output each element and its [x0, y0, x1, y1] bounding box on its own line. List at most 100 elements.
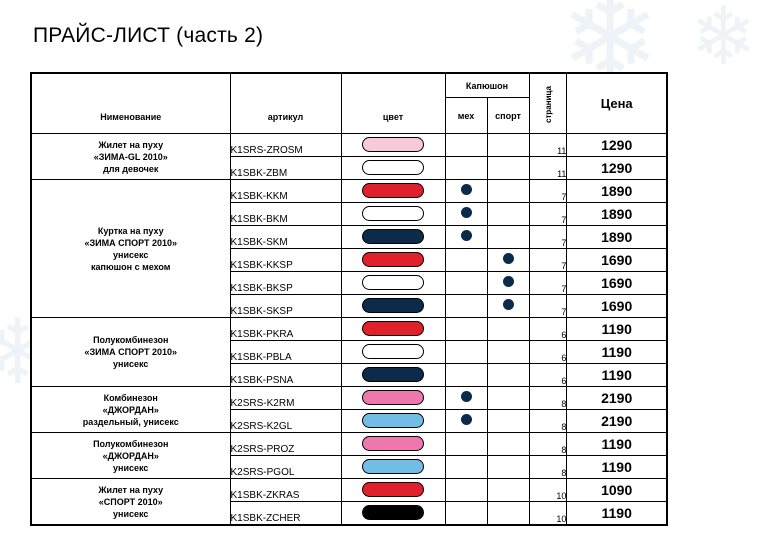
table-row: K1SBK-ZBM 11 1290 — [31, 156, 668, 180]
product-name-line: раздельный, унисекс — [82, 416, 179, 427]
page-cell: 8 — [528, 409, 568, 433]
fur-hood-cell — [444, 271, 488, 295]
sport-hood-cell — [486, 432, 530, 456]
color-swatch — [362, 436, 424, 452]
product-name-line: унисекс — [113, 359, 149, 369]
page-cell: 7 — [528, 179, 568, 203]
product-name-line: «СПОРТ 2010» — [98, 496, 163, 507]
fur-hood-cell — [444, 455, 488, 479]
fur-hood-cell — [444, 409, 488, 433]
color-swatch — [362, 206, 424, 222]
article-cell: K1SBK-ZCHER — [229, 501, 342, 526]
price-cell: 1690 — [566, 294, 668, 318]
product-name-line: «ДЖОРДАН» — [102, 404, 159, 415]
sport-hood-cell — [486, 340, 530, 364]
color-cell — [340, 501, 446, 526]
table-row: K1SBK-KKSP 7 1690 — [31, 248, 668, 272]
color-cell — [340, 133, 446, 157]
fur-hood-cell — [444, 225, 488, 249]
fur-hood-cell — [444, 133, 488, 157]
price-cell: 1190 — [566, 432, 668, 456]
table-row: Жилет на пуху «СПОРТ 2010» унисекс K1SBK-ZK… — [30, 478, 668, 526]
color-swatch — [362, 137, 424, 153]
fur-hood-cell — [444, 156, 488, 180]
article-cell: K2SRS-K2GL — [229, 409, 342, 433]
page-title: ПРАЙС-ЛИСТ (часть 2) — [33, 24, 264, 47]
price-cell: 1090 — [566, 478, 668, 502]
product-name-line: Жилет на пуху — [98, 139, 164, 150]
page-cell: 11 — [528, 156, 568, 180]
sport-hood-cell — [486, 179, 530, 203]
price-cell: 1690 — [566, 248, 668, 272]
article-cell: K1SBK-SKSP — [229, 294, 342, 318]
header-color: цвет — [340, 72, 446, 134]
product-name-line: Полукомбинезон — [93, 335, 169, 345]
article-cell: K1SBK-ZKRAS — [229, 478, 342, 502]
color-swatch — [362, 367, 424, 383]
table-row: Полукомбинезон «ДЖОРДАН» унисекс K2SRS-PROZ… — [30, 432, 668, 479]
color-swatch — [362, 505, 424, 521]
article-cell: K1SBK-BKM — [229, 202, 342, 226]
page-cell: 7 — [528, 248, 568, 272]
fur-hood-cell — [444, 179, 488, 203]
table-row: K1SBK-BKM 7 1890 — [31, 202, 668, 226]
fur-hood-cell — [444, 202, 488, 226]
product-name: Куртка на пуху «ЗИМА СПОРТ 2010» унисекс ка… — [30, 179, 231, 318]
dot-marker-icon — [460, 391, 472, 402]
product-name-line: унисекс — [113, 462, 149, 473]
color-cell — [340, 179, 446, 203]
sport-hood-cell — [486, 455, 530, 479]
color-cell — [340, 225, 446, 249]
color-cell — [340, 317, 446, 341]
sport-hood-cell — [486, 409, 530, 433]
dot-marker-icon — [460, 207, 472, 218]
table-row: Жилет на пуху «ЗИМА-GL 2010» для девочек K1… — [30, 133, 668, 180]
sport-hood-cell — [486, 271, 530, 295]
page-cell: 8 — [528, 386, 568, 410]
color-cell — [340, 363, 446, 387]
header-price: Цена — [566, 72, 668, 134]
fur-hood-cell — [444, 363, 488, 387]
price-cell: 1890 — [566, 202, 668, 226]
table-row: Куртка на пуху «ЗИМА СПОРТ 2010» унисекс ка… — [30, 179, 668, 318]
page-cell: 6 — [528, 363, 568, 387]
article-cell: K1SBK-SKM — [229, 225, 342, 249]
table-row: K2SRS-K2GL 8 2190 — [31, 409, 668, 433]
product-name: Комбинезон «ДЖОРДАН» раздельный, унисекс — [30, 386, 231, 433]
color-cell — [340, 455, 446, 479]
color-cell — [340, 271, 446, 295]
table-row: Комбинезон «ДЖОРДАН» раздельный, унисекс K2… — [30, 386, 668, 433]
price-cell: 2190 — [566, 409, 668, 433]
dot-marker-icon — [502, 253, 514, 264]
sport-hood-cell — [486, 363, 530, 387]
header-sport: спорт — [486, 97, 530, 134]
table-row: K1SBK-ZCHER 10 1190 — [31, 501, 668, 526]
sport-hood-cell — [486, 386, 530, 410]
fur-hood-cell — [444, 432, 488, 456]
article-cell: K1SBK-KKSP — [229, 248, 342, 272]
page-cell: 7 — [528, 294, 568, 318]
color-cell — [340, 156, 446, 180]
product-name-line: Комбинезон — [103, 392, 158, 403]
color-swatch — [362, 298, 424, 314]
page-cell: 7 — [528, 225, 568, 249]
header-name: Нименование — [30, 72, 231, 134]
dot-marker-icon — [460, 184, 472, 195]
price-cell: 1190 — [566, 455, 668, 479]
article-cell: K1SBK-KKM — [229, 179, 342, 203]
product-name-line: Полукомбинезон — [93, 438, 169, 449]
price-cell: 1190 — [566, 340, 668, 364]
sport-hood-cell — [486, 478, 530, 502]
price-cell: 1890 — [566, 179, 668, 203]
product-name-line: Куртка на пуху — [97, 225, 164, 236]
page-cell: 6 — [528, 340, 568, 364]
page-cell: 8 — [528, 432, 568, 456]
table-row: K1SBK-PBLA 6 1190 — [31, 340, 668, 364]
sport-hood-cell — [486, 294, 530, 318]
price-table: Нименование артикул цвет Капюшон страниц… — [30, 72, 668, 526]
product-name-line: унисекс — [113, 508, 149, 519]
fur-hood-cell — [444, 294, 488, 318]
color-swatch — [362, 252, 424, 268]
color-swatch — [362, 482, 424, 498]
page-cell: 10 — [528, 501, 568, 526]
